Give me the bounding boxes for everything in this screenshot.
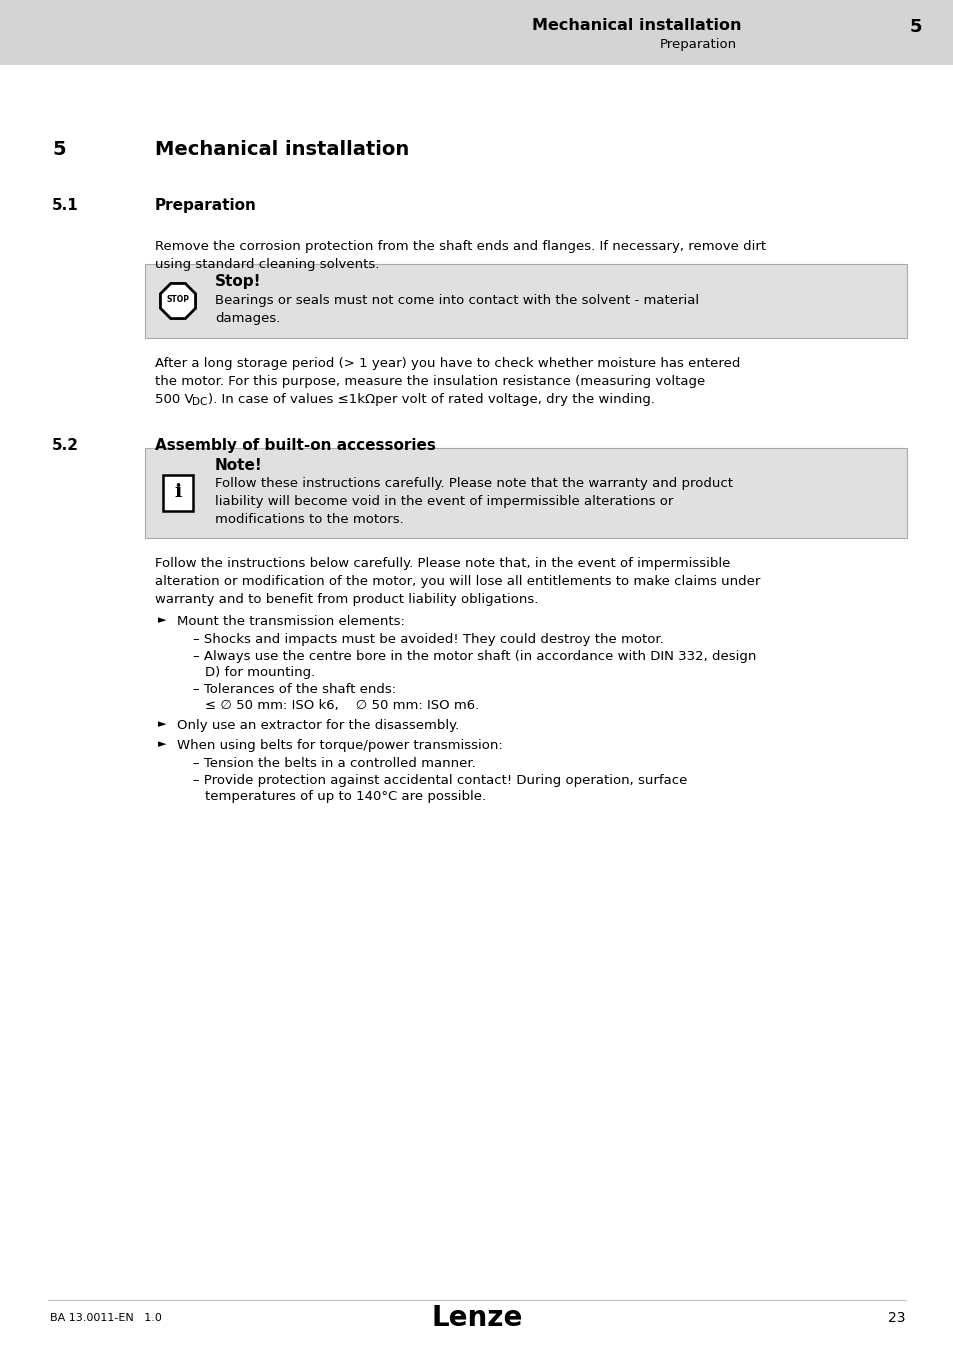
- Text: D) for mounting.: D) for mounting.: [205, 666, 314, 679]
- Text: – Always use the centre bore in the motor shaft (in accordance with DIN 332, des: – Always use the centre bore in the moto…: [193, 649, 756, 663]
- Text: 5.1: 5.1: [52, 198, 79, 213]
- Text: 5: 5: [52, 140, 66, 159]
- Polygon shape: [160, 284, 195, 319]
- Text: the motor. For this purpose, measure the insulation resistance (measuring voltag: the motor. For this purpose, measure the…: [154, 375, 704, 387]
- Text: Lenze: Lenze: [431, 1304, 522, 1332]
- FancyBboxPatch shape: [145, 448, 906, 539]
- Text: damages.: damages.: [214, 312, 280, 325]
- Text: warranty and to benefit from product liability obligations.: warranty and to benefit from product lia…: [154, 593, 537, 606]
- Text: – Shocks and impacts must be avoided! They could destroy the motor.: – Shocks and impacts must be avoided! Th…: [193, 633, 663, 647]
- Text: Bearings or seals must not come into contact with the solvent - material: Bearings or seals must not come into con…: [214, 294, 699, 306]
- Text: After a long storage period (> 1 year) you have to check whether moisture has en: After a long storage period (> 1 year) y…: [154, 356, 740, 370]
- Text: 23: 23: [887, 1311, 905, 1324]
- Text: – Tolerances of the shaft ends:: – Tolerances of the shaft ends:: [193, 683, 395, 697]
- Text: using standard cleaning solvents.: using standard cleaning solvents.: [154, 258, 379, 271]
- Text: – Tension the belts in a controlled manner.: – Tension the belts in a controlled mann…: [193, 757, 476, 769]
- Text: ►: ►: [158, 720, 167, 729]
- Text: Assembly of built-on accessories: Assembly of built-on accessories: [154, 437, 436, 454]
- FancyBboxPatch shape: [145, 265, 906, 338]
- Text: Mount the transmission elements:: Mount the transmission elements:: [177, 616, 404, 628]
- Text: ►: ►: [158, 738, 167, 749]
- Text: DC: DC: [192, 397, 207, 406]
- Text: ►: ►: [158, 616, 167, 625]
- Text: – Provide protection against accidental contact! During operation, surface: – Provide protection against accidental …: [193, 774, 687, 787]
- Text: Mechanical installation: Mechanical installation: [532, 18, 740, 32]
- Text: Stop!: Stop!: [214, 274, 261, 289]
- Text: BA 13.0011-EN   1.0: BA 13.0011-EN 1.0: [50, 1314, 162, 1323]
- Text: Follow these instructions carefully. Please note that the warranty and product: Follow these instructions carefully. Ple…: [214, 477, 732, 490]
- Text: 500 V: 500 V: [154, 393, 193, 406]
- Text: modifications to the motors.: modifications to the motors.: [214, 513, 403, 526]
- Text: 5.2: 5.2: [52, 437, 79, 454]
- Text: When using belts for torque/power transmission:: When using belts for torque/power transm…: [177, 738, 502, 752]
- Text: alteration or modification of the motor, you will lose all entitlements to make : alteration or modification of the motor,…: [154, 575, 760, 589]
- Text: liability will become void in the event of impermissible alterations or: liability will become void in the event …: [214, 495, 673, 508]
- Text: temperatures of up to 140°C are possible.: temperatures of up to 140°C are possible…: [205, 790, 486, 803]
- Text: Remove the corrosion protection from the shaft ends and flanges. If necessary, r: Remove the corrosion protection from the…: [154, 240, 765, 252]
- Text: ≤ ∅ 50 mm: ISO k6,    ∅ 50 mm: ISO m6.: ≤ ∅ 50 mm: ISO k6, ∅ 50 mm: ISO m6.: [205, 699, 478, 711]
- Text: ). In case of values ≤1kΩper volt of rated voltage, dry the winding.: ). In case of values ≤1kΩper volt of rat…: [208, 393, 655, 406]
- Text: Mechanical installation: Mechanical installation: [154, 140, 409, 159]
- FancyBboxPatch shape: [0, 0, 953, 65]
- Text: Follow the instructions below carefully. Please note that, in the event of imper: Follow the instructions below carefully.…: [154, 558, 730, 570]
- Text: Note!: Note!: [214, 458, 262, 472]
- Text: i: i: [174, 483, 181, 501]
- Text: STOP: STOP: [167, 294, 190, 304]
- FancyBboxPatch shape: [163, 475, 193, 512]
- Text: Preparation: Preparation: [154, 198, 256, 213]
- Text: Preparation: Preparation: [659, 38, 737, 51]
- Text: Only use an extractor for the disassembly.: Only use an extractor for the disassembl…: [177, 720, 458, 732]
- Text: 5: 5: [909, 18, 922, 36]
